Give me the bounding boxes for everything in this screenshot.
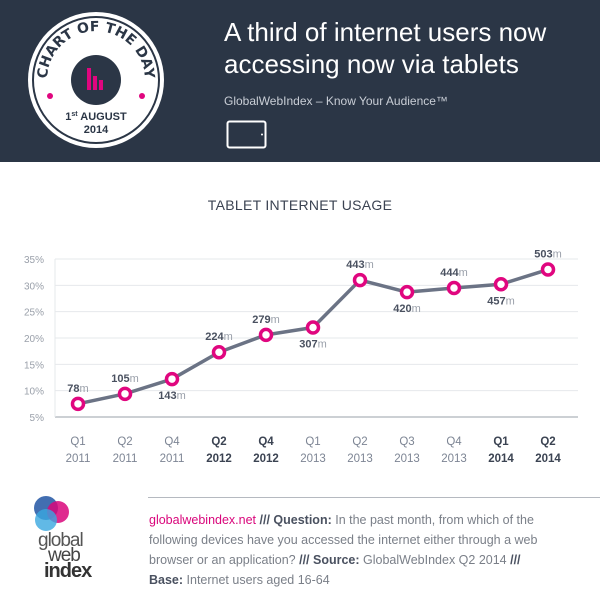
x-tick-label: Q1 (305, 436, 320, 448)
x-tick-label: Q3 (399, 436, 414, 448)
data-label: 503m (534, 249, 562, 261)
data-point (117, 386, 133, 402)
svg-text:index: index (44, 560, 92, 582)
x-tick-label: Q2 (211, 436, 226, 448)
data-label: 444m (440, 267, 468, 279)
line-chart: 5% 10% 15% 20% 25% 30% 35% 78m Q1 2011 105m Q2 2011 1… (24, 249, 578, 465)
x-tick-label: 2011 (160, 453, 185, 465)
data-label: 420m (393, 303, 421, 315)
data-point (70, 396, 86, 412)
x-tick-label: 2013 (394, 453, 420, 465)
x-tick-label: 2014 (488, 453, 514, 465)
svg-text:2014: 2014 (84, 124, 109, 136)
y-tick-label: 35% (24, 255, 44, 266)
data-label: 78m (67, 383, 88, 395)
data-label: 224m (205, 331, 233, 343)
svg-text:1st AUGUST: 1st AUGUST (65, 111, 127, 123)
x-tick-label: Q4 (164, 436, 180, 448)
data-label: 457m (487, 295, 515, 307)
data-label: 143m (158, 390, 186, 402)
chart-of-the-day-badge: CHART OF THE DAY 1st AUGUST 2014 (28, 12, 164, 148)
data-label: 105m (111, 373, 139, 385)
data-point (352, 272, 368, 288)
header-banner: CHART OF THE DAY 1st AUGUST 2014 A third… (0, 0, 600, 162)
data-point (446, 280, 462, 296)
x-tick-label: Q4 (258, 436, 274, 448)
y-tick-label: 5% (30, 413, 45, 424)
footnote: globalwebindex.net /// Question: In the … (149, 513, 538, 587)
x-tick-label: 2011 (66, 453, 91, 465)
svg-text:web: web (47, 545, 80, 566)
tablet-icon (226, 120, 267, 149)
y-tick-label: 30% (24, 281, 44, 292)
series-line (77, 267, 549, 406)
globalwebindex-logo: global web index (34, 496, 93, 582)
x-tick-label: Q4 (446, 436, 462, 448)
data-point (258, 327, 274, 343)
footer-divider (148, 497, 600, 498)
x-tick-label: 2012 (253, 453, 279, 465)
x-tick-label: Q2 (117, 436, 132, 448)
subtitle: GlobalWebIndex – Know Your Audience™ (224, 94, 448, 108)
x-tick-label: Q1 (493, 436, 509, 448)
y-tick-label: 10% (24, 387, 44, 398)
x-tick-label: Q1 (70, 436, 85, 448)
x-tick-label: 2013 (441, 453, 467, 465)
page-title: A third of internet users now accessing n… (224, 17, 547, 79)
data-label: 307m (299, 338, 327, 350)
y-tick-label: 25% (24, 308, 44, 319)
chart-title: TABLET INTERNET USAGE (207, 197, 393, 213)
data-point (493, 277, 509, 292)
data-label: 443m (346, 259, 374, 271)
data-point (305, 320, 321, 335)
svg-text:global: global (38, 530, 83, 551)
y-tick-label: 15% (24, 360, 44, 371)
x-tick-label: 2014 (535, 453, 561, 465)
data-point (164, 371, 180, 387)
x-tick-label: 2013 (347, 453, 373, 465)
x-tick-label: 2013 (300, 453, 326, 465)
site-link[interactable]: globalwebindex.net (149, 513, 257, 527)
x-tick-label: 2011 (113, 453, 138, 465)
data-point (540, 262, 556, 277)
data-label: 279m (252, 314, 280, 326)
data-point (399, 284, 415, 300)
x-tick-label: Q2 (540, 436, 555, 448)
y-tick-label: 20% (24, 334, 44, 345)
x-tick-label: 2012 (206, 453, 232, 465)
data-point (211, 344, 227, 360)
x-tick-label: Q2 (352, 436, 367, 448)
